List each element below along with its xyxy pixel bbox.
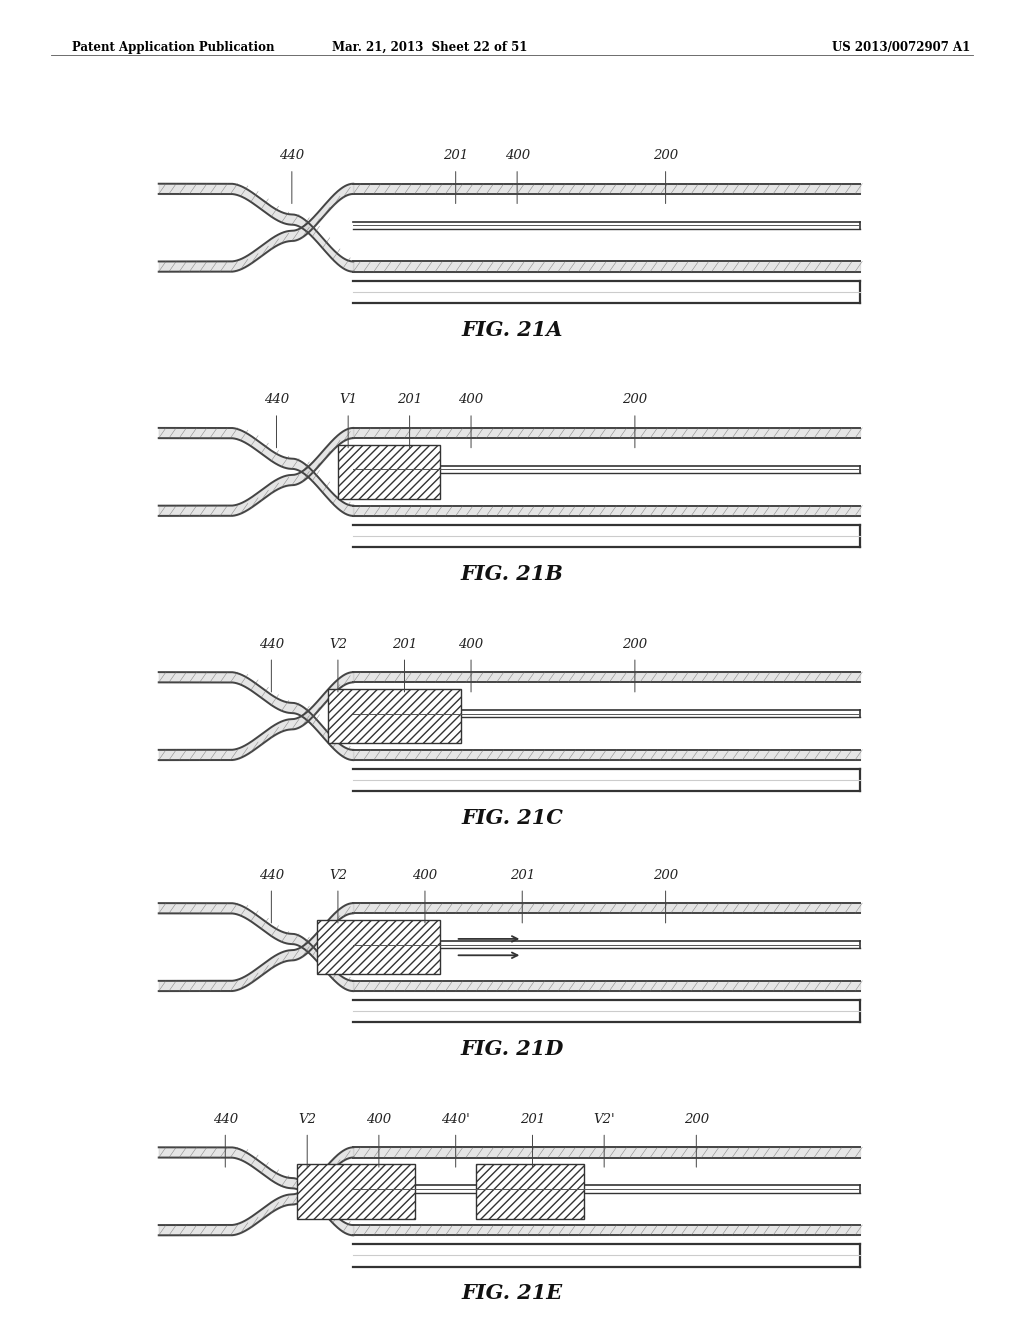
Polygon shape bbox=[328, 689, 461, 743]
Text: 400: 400 bbox=[459, 638, 483, 651]
Text: FIG. 21C: FIG. 21C bbox=[461, 808, 563, 828]
Text: 201: 201 bbox=[392, 638, 417, 651]
Text: 201: 201 bbox=[443, 149, 468, 162]
Text: 200: 200 bbox=[623, 638, 647, 651]
Text: 200: 200 bbox=[684, 1113, 709, 1126]
Text: 201: 201 bbox=[520, 1113, 545, 1126]
Text: 200: 200 bbox=[653, 149, 678, 162]
Polygon shape bbox=[317, 920, 440, 974]
Text: FIG. 21D: FIG. 21D bbox=[461, 1039, 563, 1059]
Text: FIG. 21E: FIG. 21E bbox=[462, 1283, 562, 1303]
Text: 440: 440 bbox=[213, 1113, 238, 1126]
Text: 400: 400 bbox=[413, 869, 437, 882]
Text: V2': V2' bbox=[593, 1113, 615, 1126]
Polygon shape bbox=[476, 1164, 584, 1218]
Text: 201: 201 bbox=[397, 393, 422, 407]
Text: 400: 400 bbox=[367, 1113, 391, 1126]
Text: V2: V2 bbox=[329, 869, 347, 882]
Text: V2: V2 bbox=[329, 638, 347, 651]
Text: 440: 440 bbox=[259, 869, 284, 882]
Text: 200: 200 bbox=[653, 869, 678, 882]
Text: 440: 440 bbox=[259, 638, 284, 651]
Text: 440': 440' bbox=[441, 1113, 470, 1126]
Text: 440: 440 bbox=[264, 393, 289, 407]
Text: US 2013/0072907 A1: US 2013/0072907 A1 bbox=[831, 41, 971, 54]
Text: Patent Application Publication: Patent Application Publication bbox=[72, 41, 274, 54]
Text: 201: 201 bbox=[510, 869, 535, 882]
Text: Mar. 21, 2013  Sheet 22 of 51: Mar. 21, 2013 Sheet 22 of 51 bbox=[333, 41, 527, 54]
Text: FIG. 21A: FIG. 21A bbox=[461, 319, 563, 339]
Text: 440: 440 bbox=[280, 149, 304, 162]
Text: 400: 400 bbox=[505, 149, 529, 162]
Text: V1: V1 bbox=[339, 393, 357, 407]
Text: V2: V2 bbox=[298, 1113, 316, 1126]
Polygon shape bbox=[297, 1164, 415, 1218]
Text: 400: 400 bbox=[459, 393, 483, 407]
Text: 200: 200 bbox=[623, 393, 647, 407]
Text: FIG. 21B: FIG. 21B bbox=[461, 564, 563, 583]
Polygon shape bbox=[338, 445, 440, 499]
